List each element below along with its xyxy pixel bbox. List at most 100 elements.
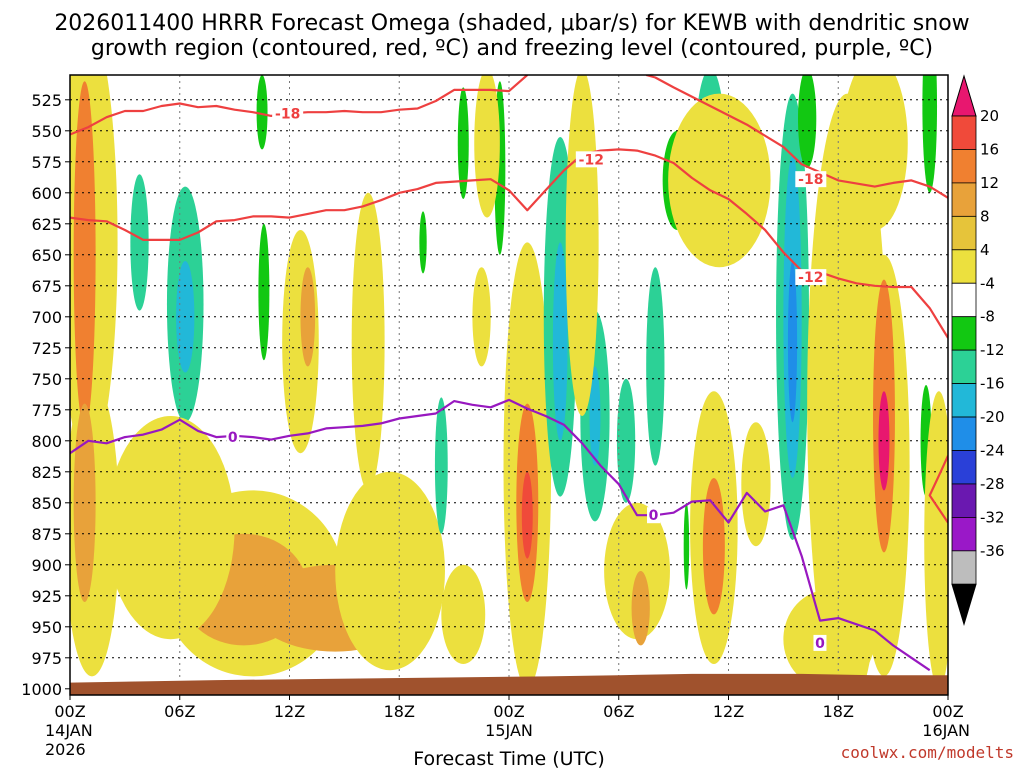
contour-label: -18 bbox=[798, 172, 823, 188]
y-tick-label: 600 bbox=[31, 184, 62, 203]
colorbar-swatch bbox=[951, 282, 977, 318]
x-tick-label: 12Z bbox=[713, 702, 744, 721]
omega-region bbox=[702, 478, 725, 615]
omega-region bbox=[646, 267, 665, 466]
colorbar-swatch bbox=[951, 249, 977, 284]
x-axis-label: Forecast Time (UTC) bbox=[413, 748, 604, 768]
colorbar-swatch bbox=[951, 383, 977, 418]
colorbar: 20 16 12 8 4 -4 -8 -12 -16 -20 -24 -28 -32 -36 bbox=[951, 74, 1005, 627]
omega-region bbox=[683, 502, 690, 590]
y-tick-label: 975 bbox=[31, 649, 62, 668]
omega-region bbox=[878, 391, 890, 491]
colorbar-label: 12 bbox=[980, 174, 999, 192]
colorbar-swatch bbox=[951, 182, 977, 217]
contour-label: -12 bbox=[798, 270, 823, 286]
colorbar-swatch bbox=[951, 115, 977, 150]
y-tick-label: 550 bbox=[31, 122, 62, 141]
y-tick-label: 700 bbox=[31, 308, 62, 327]
colorbar-swatch bbox=[951, 450, 977, 485]
contour-label-bg bbox=[795, 269, 827, 286]
omega-region bbox=[787, 261, 798, 423]
contour-label: -18 bbox=[275, 106, 300, 122]
omega-region bbox=[335, 471, 445, 671]
contour-label-bg bbox=[795, 171, 827, 188]
colorbar-label: -36 bbox=[980, 542, 1005, 560]
colorbar-label: -8 bbox=[980, 308, 995, 326]
colorbar-swatch bbox=[951, 517, 977, 552]
colorbar-swatch bbox=[951, 349, 977, 384]
omega-region bbox=[419, 211, 427, 274]
colorbar-label: -12 bbox=[980, 341, 1005, 359]
colorbar-swatch bbox=[951, 550, 977, 585]
omega-region bbox=[441, 564, 486, 665]
contour-label: 0 bbox=[228, 430, 238, 446]
omega-region bbox=[73, 81, 96, 429]
y-tick-label: 525 bbox=[31, 91, 62, 110]
x-tick-date: 15JAN bbox=[485, 721, 533, 740]
x-tick-label: 18Z bbox=[384, 702, 415, 721]
colorbar-swatch bbox=[951, 416, 977, 451]
omega-region bbox=[924, 391, 948, 689]
contour-label-bg bbox=[647, 507, 661, 524]
terrain-layer bbox=[70, 673, 948, 695]
omega-region bbox=[472, 267, 491, 367]
y-tick-label: 900 bbox=[31, 556, 62, 575]
omega-region bbox=[106, 415, 235, 640]
x-tick-date: 14JAN bbox=[45, 721, 93, 740]
credit-text: coolwx.com/modelts bbox=[841, 743, 1014, 762]
omega-region bbox=[434, 397, 448, 534]
colorbar-label: 16 bbox=[980, 140, 999, 158]
omega-region bbox=[741, 422, 771, 547]
x-tick-label: 06Z bbox=[603, 702, 634, 721]
y-tick-label: 800 bbox=[31, 432, 62, 451]
minus18-contour bbox=[645, 75, 948, 199]
omega-region bbox=[565, 75, 599, 416]
colorbar-label: 20 bbox=[980, 107, 999, 125]
colorbar-label: -24 bbox=[980, 442, 1005, 460]
y-tick-label: 1000 bbox=[21, 680, 62, 699]
omega-region bbox=[130, 174, 149, 311]
y-tick-label: 750 bbox=[31, 370, 62, 389]
y-tick-label: 725 bbox=[31, 339, 62, 358]
contour-label: -12 bbox=[579, 152, 604, 168]
colorbar-top-arrow bbox=[951, 74, 977, 117]
colorbar-label: -28 bbox=[980, 475, 1005, 493]
colorbar-swatch bbox=[951, 215, 977, 251]
chart-title-line2: growth region (contoured, red, ºC) and f… bbox=[91, 36, 933, 61]
y-axis: 525 550 575 600 625 650 675 700 725 750 775 800 825 8… bbox=[21, 91, 70, 699]
colorbar-label: 8 bbox=[980, 207, 990, 225]
minus12-contour bbox=[928, 455, 948, 524]
omega-region bbox=[783, 589, 875, 689]
omega-region bbox=[631, 571, 650, 646]
terrain-surface bbox=[70, 673, 948, 695]
contour-label-bg bbox=[226, 429, 240, 446]
y-tick-label: 650 bbox=[31, 246, 62, 265]
colorbar-swatch bbox=[951, 149, 977, 184]
omega-region bbox=[256, 75, 268, 150]
omega-region bbox=[552, 242, 568, 441]
colorbar-swatch bbox=[951, 316, 977, 351]
contour-label: 0 bbox=[815, 636, 825, 652]
y-tick-label: 875 bbox=[31, 525, 62, 544]
omega-region bbox=[73, 403, 96, 602]
x-tick-label: 06Z bbox=[164, 702, 195, 721]
colorbar-swatch bbox=[951, 483, 977, 518]
colorbar-bottom-arrow bbox=[951, 583, 977, 627]
x-tick-label: 00Z bbox=[493, 702, 524, 721]
omega-region bbox=[351, 192, 385, 491]
omega-region bbox=[258, 223, 270, 361]
freezing-level-contour bbox=[70, 398, 931, 672]
x-tick-year: 2026 bbox=[45, 740, 86, 759]
y-tick-label: 625 bbox=[31, 215, 62, 234]
omega-region bbox=[300, 267, 316, 367]
omega-region bbox=[668, 93, 771, 268]
contour-label-layer: -18 -12 -18 -12 0 0 0 bbox=[226, 105, 827, 652]
omega-region bbox=[457, 87, 469, 199]
x-tick-label: 12Z bbox=[274, 702, 305, 721]
y-tick-label: 775 bbox=[31, 401, 62, 420]
omega-region bbox=[521, 471, 533, 559]
x-tick-date: 16JAN bbox=[922, 721, 970, 740]
colorbar-label: -20 bbox=[980, 408, 1005, 426]
